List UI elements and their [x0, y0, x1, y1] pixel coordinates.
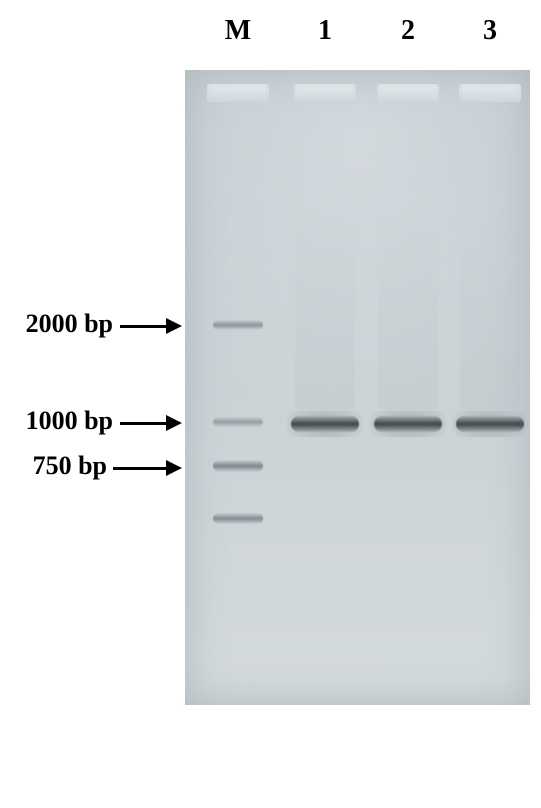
marker-label: 750 bp: [33, 451, 107, 481]
lane-label-2: 2: [401, 15, 415, 47]
well: [294, 84, 356, 102]
ladder-band: [213, 460, 263, 472]
sample-smear: [295, 210, 355, 410]
sample-smear: [378, 210, 438, 410]
well: [207, 84, 269, 102]
lane-label-3: 3: [483, 15, 497, 47]
sample-band: [374, 416, 442, 432]
lane-label-M: M: [225, 15, 251, 47]
lane-label-1: 1: [318, 15, 332, 47]
well: [459, 84, 521, 102]
sample-band: [291, 416, 359, 432]
marker-label: 1000 bp: [26, 406, 113, 436]
ladder-band: [213, 513, 263, 524]
sample-band: [456, 416, 524, 432]
figure-root: { "figure": { "type": "gel-electrophores…: [0, 0, 541, 808]
marker-arrow: [120, 415, 182, 431]
sample-smear: [460, 210, 520, 410]
well: [377, 84, 439, 102]
ladder-band: [213, 417, 263, 427]
marker-label: 2000 bp: [26, 309, 113, 339]
ladder-band: [213, 320, 263, 330]
marker-arrow: [113, 460, 182, 476]
marker-arrow: [120, 318, 182, 334]
